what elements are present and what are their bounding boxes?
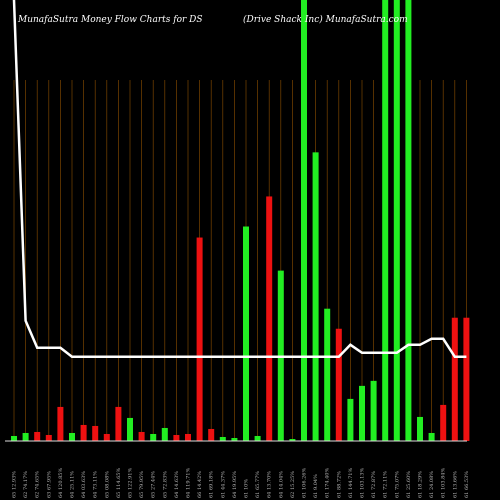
bar-wed-17-jan — [219, 436, 226, 441]
bar-mon-29-jan — [127, 417, 133, 441]
x-tick-label: 65 114.65% — [116, 468, 122, 498]
bar-mon-22-jan — [185, 433, 191, 441]
bar-thu-28-dec — [359, 385, 365, 441]
x-tick-label: 61 103.13% — [360, 468, 366, 498]
bar-tue-06-feb — [57, 406, 64, 441]
x-tick-label: 61 10% — [244, 479, 250, 498]
bar-thu-04-jan — [312, 152, 319, 441]
x-tick-label: 62 74.65% — [35, 471, 41, 498]
chart-title-left: MunafaSutra Money Flow Charts for DS — [17, 15, 203, 25]
bar-fri-26-jan — [138, 431, 145, 441]
x-tick-label: 65 08.08% — [104, 471, 110, 498]
x-tick-label: 61 72.87% — [371, 471, 377, 498]
bar-mon-05-feb — [69, 432, 75, 441]
bar-fri-02-feb — [80, 424, 87, 441]
bar-wed-20-dec — [417, 416, 423, 441]
bar-mon-12-feb — [11, 435, 17, 441]
bar-thu-21-dec — [405, 0, 412, 441]
bar-fri-05-jan — [301, 0, 307, 441]
x-tick-label: 61 24.08% — [429, 471, 435, 498]
bar-fri-12-jan — [243, 226, 249, 441]
x-tick-label: 61 66.53% — [464, 471, 470, 498]
bar-wed-24-jan — [161, 427, 168, 441]
x-tick-label: 61 44.37% — [220, 471, 226, 498]
x-tick-label: 62 15.25% — [290, 471, 296, 498]
x-tick-label: 61 65.77% — [255, 471, 261, 498]
x-tick-label: 64 25.11% — [70, 471, 76, 498]
bar-thu-01-feb — [92, 425, 99, 441]
x-tick-label: 61 25.60% — [406, 471, 412, 498]
x-tick-label: 64 03.63% — [81, 471, 87, 498]
x-tick-label: 61 13.66% — [452, 471, 458, 498]
x-tick-labels: 65 12.93% 62 74.17% 62 74.65% 63 67.95% 64 1… — [12, 468, 470, 498]
chart-title-right: (Drive Shack Inc) MunafaSutra.com — [243, 14, 408, 25]
x-tick-label: 61 75.07% — [394, 471, 400, 498]
bar-fri-15-dec — [451, 317, 458, 441]
x-tick-label: 61 9.04% — [313, 474, 319, 498]
bar-fri-22-dec — [393, 0, 400, 441]
x-tick-label: 61 106.26% — [302, 468, 308, 498]
x-tick-label: 65 12.93% — [12, 471, 18, 498]
x-tick-label: 64 13.70% — [267, 471, 273, 498]
bar-fri-29-dec — [347, 398, 354, 441]
x-tick-label: 61 144.71% — [348, 468, 354, 498]
x-tick-label: 62 74.17% — [23, 471, 29, 498]
bar-mon-18-dec — [440, 404, 447, 441]
x-tick-label: 66 14.42% — [197, 471, 203, 498]
bar-wed-31-jan — [103, 433, 110, 441]
x-tick-label: 64 14.63% — [174, 471, 180, 498]
bar-tue-19-dec — [428, 432, 435, 441]
bar-tue-23-jan — [173, 434, 180, 441]
x-tick-label: 64 14.04% — [278, 471, 284, 498]
x-tick-label: 65 72.83% — [162, 471, 168, 498]
x-tick-label: 64 120.85% — [58, 468, 64, 498]
x-tick-label: 65 27.44% — [151, 471, 157, 498]
x-tick-label: 61 72.11% — [383, 471, 389, 498]
bar-wed-10-jan — [266, 196, 273, 441]
x-tick-label: 65 122.91% — [128, 468, 134, 498]
bar-tue-30-jan — [115, 406, 122, 441]
bar-thu-11-jan — [254, 435, 261, 441]
bar-fri-19-jan — [196, 237, 203, 441]
x-tick-label: 65 79.95% — [139, 471, 145, 498]
x-tick-label: 61 88.72% — [336, 471, 342, 498]
x-tick-label: 63 67.95% — [46, 471, 52, 498]
x-tick-label: 61 18.29% — [418, 471, 424, 498]
bar-fri-09-feb — [22, 432, 29, 441]
x-tick-label: 64 119.71% — [186, 468, 192, 498]
x-tick-label: 64 19.95% — [232, 471, 238, 498]
bar-thu-18-jan — [208, 428, 215, 441]
bar-tue-16-jan — [231, 437, 238, 441]
bar-wed-03-jan — [324, 308, 331, 441]
x-tick-label: 61 174.40% — [325, 468, 331, 498]
x-tick-label: 61 69.18% — [209, 471, 215, 498]
trend-line — [12, 0, 467, 359]
bar-tue-26-dec — [382, 0, 389, 441]
x-tick-label: 61 103.84% — [441, 468, 447, 498]
bar-mon-08-jan — [289, 438, 296, 441]
bar-wed-07-feb — [45, 434, 52, 441]
bar-tue-02-jan — [335, 328, 342, 441]
bar-thu-14-dec — [463, 317, 470, 441]
x-tick-label: 64 73.11% — [93, 471, 99, 498]
bar-thu-08-feb — [34, 431, 41, 441]
bar-thu-25-jan — [150, 433, 157, 441]
bar-wed-27-dec — [370, 380, 377, 441]
